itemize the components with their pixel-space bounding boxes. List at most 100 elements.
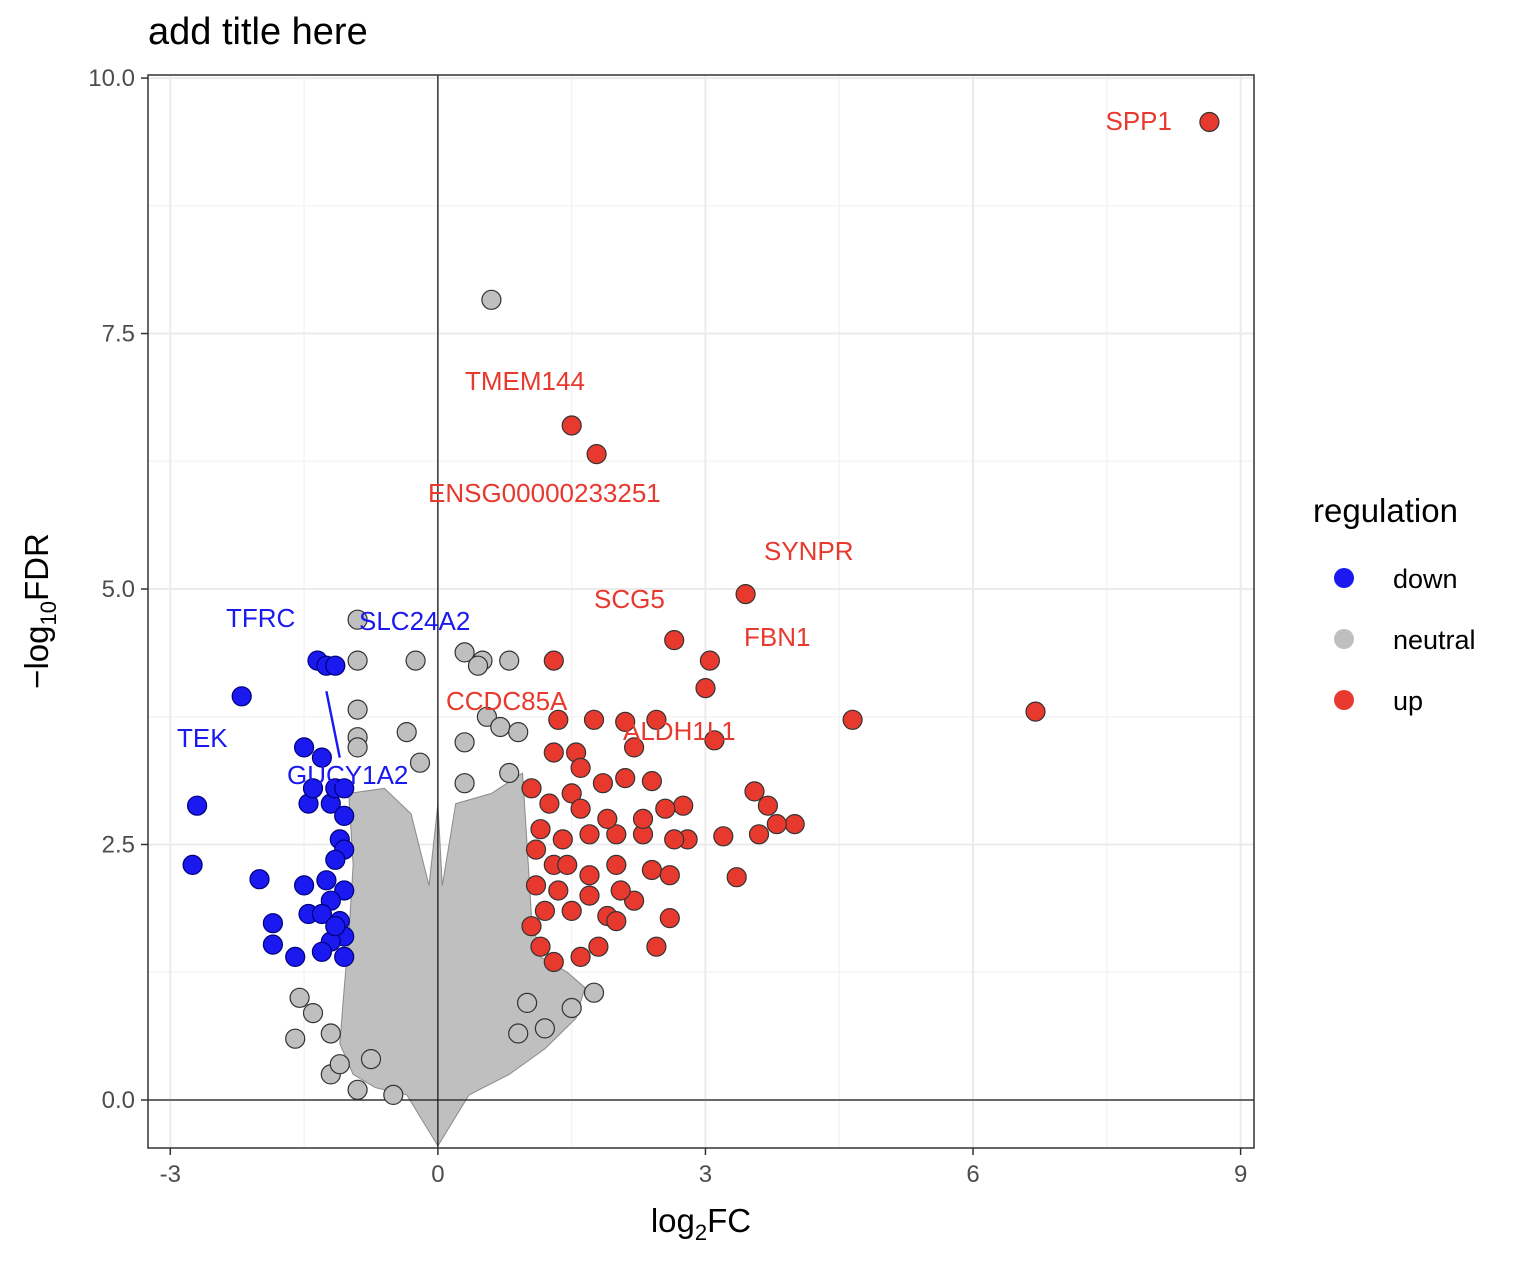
point-neutral [499, 650, 520, 671]
point-up [539, 793, 560, 814]
y-tick-label: 10.0 [88, 65, 135, 92]
point-up [552, 829, 573, 850]
point-down [311, 747, 332, 768]
y-tick-label: 2.5 [102, 831, 135, 858]
legend-key-up [1334, 690, 1354, 710]
point-up [597, 808, 618, 830]
point-up [530, 819, 551, 840]
point-neutral [383, 1084, 404, 1106]
data-points [182, 111, 1220, 1106]
point-neutral [499, 762, 520, 784]
point-up [757, 795, 779, 816]
x-tick-label: 6 [966, 1161, 979, 1188]
reference-lines [148, 75, 1254, 1148]
point-up [623, 737, 645, 758]
label-connectors [325, 690, 341, 758]
y-tick-label: 5.0 [102, 576, 135, 603]
x-tick-label: 3 [699, 1161, 712, 1188]
point-up [588, 936, 609, 957]
point-neutral [320, 1023, 341, 1044]
label-connector [325, 690, 341, 758]
point-up [530, 936, 551, 957]
point-down [294, 737, 315, 758]
legend-label-neutral: neutral [1393, 625, 1476, 655]
point-up [784, 813, 805, 835]
point-down [325, 849, 346, 870]
point-up [592, 773, 614, 794]
point-up [606, 910, 627, 932]
point-up [1199, 111, 1220, 133]
gene-label: SCG5 [594, 584, 665, 614]
point-down [334, 805, 355, 827]
gene-label: GUCY1A2 [287, 760, 408, 790]
legend: regulation down neutral up [1313, 492, 1476, 716]
point-down [285, 946, 306, 968]
point-up [704, 730, 725, 751]
point-up [610, 880, 631, 901]
point-neutral [405, 650, 426, 671]
point-up [842, 709, 863, 730]
axis-ticks: -3 0 3 6 9 0.0 2.5 5.0 7.5 10.0 [88, 65, 1247, 1188]
neutral-point-cloud [339, 772, 586, 1147]
point-down [249, 869, 270, 890]
point-down [187, 795, 208, 816]
gene-labels: SPP1 TMEM144 ENSG00000233251 SYNPR SCG5 FBN1 C… [177, 106, 1172, 790]
point-up [543, 742, 564, 763]
point-up [561, 783, 582, 804]
legend-key-down [1334, 568, 1354, 588]
point-up [521, 778, 542, 799]
point-up [521, 916, 542, 937]
x-axis-title-sub: 2 [695, 1220, 707, 1245]
legend-label-down: down [1393, 564, 1458, 594]
point-up [659, 907, 680, 929]
y-axis-title-rest: FDR [18, 533, 55, 601]
point-neutral [347, 650, 368, 671]
point-down [334, 880, 355, 901]
y-tick-label: 7.5 [102, 321, 135, 348]
y-axis-title-sub: 10 [36, 601, 61, 625]
point-neutral [508, 1023, 529, 1044]
gene-label: SPP1 [1106, 106, 1173, 136]
point-neutral [347, 1079, 368, 1100]
point-neutral [583, 982, 605, 1003]
point-down [316, 870, 337, 891]
point-up [695, 677, 716, 699]
point-neutral [516, 992, 538, 1014]
point-up [606, 854, 627, 876]
point-neutral [561, 997, 582, 1019]
point-neutral [481, 289, 502, 310]
point-down [311, 941, 332, 962]
point-neutral [347, 699, 368, 720]
point-neutral [360, 1048, 382, 1070]
point-down [334, 946, 355, 968]
point-neutral [347, 737, 368, 758]
point-neutral [490, 716, 511, 738]
point-up [557, 854, 578, 876]
point-up [1025, 701, 1046, 722]
point-neutral [347, 609, 368, 630]
point-down [311, 903, 332, 925]
gene-label: TMEM144 [465, 366, 585, 396]
point-up [766, 813, 787, 835]
point-down [262, 913, 283, 934]
legend-entries: down neutral up [1334, 564, 1476, 716]
gene-label: CCDC85A [446, 686, 568, 716]
gene-label: FBN1 [744, 622, 810, 652]
point-up [579, 824, 600, 845]
chart-title: add title here [148, 11, 368, 53]
point-up [646, 936, 667, 957]
point-up [586, 444, 607, 465]
point-up [659, 865, 680, 886]
y-axis-title: −log10FDR [18, 533, 61, 689]
gene-label: TEK [177, 723, 228, 753]
point-up [570, 757, 591, 779]
x-tick-label: -3 [160, 1161, 181, 1188]
point-down [294, 875, 315, 896]
point-up [615, 767, 636, 789]
point-up [570, 798, 591, 819]
point-down [334, 778, 355, 799]
point-up [543, 650, 564, 671]
point-neutral [454, 732, 475, 753]
gene-label: SLC24A2 [359, 606, 470, 636]
